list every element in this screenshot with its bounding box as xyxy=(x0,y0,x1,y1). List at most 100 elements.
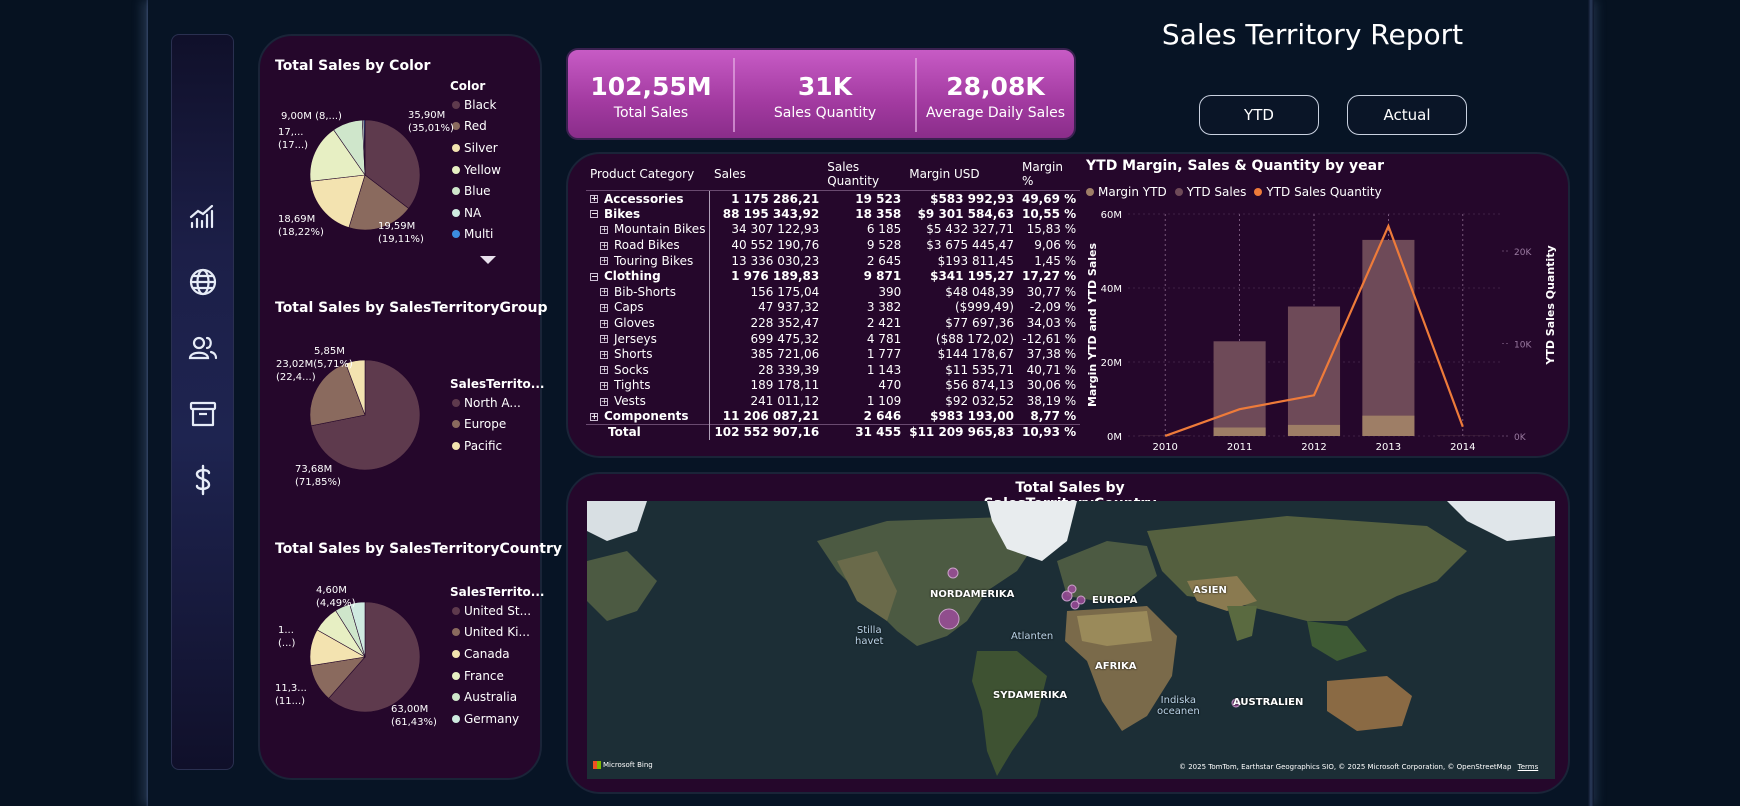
color-legend-item[interactable]: Multi xyxy=(452,224,501,246)
line-ytd-sales-quantity[interactable] xyxy=(1164,223,1464,437)
country-legend-item[interactable]: France xyxy=(452,665,531,687)
expand-icon[interactable]: + xyxy=(600,334,608,344)
matrix-row[interactable]: + Mountain Bikes 34 307 122,93 6 185 $5 432 … xyxy=(586,221,1080,238)
users-icon[interactable] xyxy=(186,331,220,365)
expand-icon[interactable]: + xyxy=(600,349,608,359)
color-legend-item[interactable]: NA xyxy=(452,202,501,224)
country-legend-item[interactable]: United Ki... xyxy=(452,622,531,644)
country-legend-item[interactable]: Canada xyxy=(452,643,531,665)
expand-icon[interactable]: + xyxy=(600,224,608,234)
dollar-icon[interactable] xyxy=(186,463,220,497)
matrix-row[interactable]: + Tights 189 178,11 470 $56 874,13 30,06 % xyxy=(586,377,1080,394)
bar-margin-ytd[interactable] xyxy=(1287,424,1341,436)
country-slice-germany[interactable] xyxy=(349,601,366,658)
combo-legend-item[interactable]: YTD Sales xyxy=(1174,185,1246,199)
expand-icon[interactable]: + xyxy=(600,240,608,250)
product-category-matrix: Product Category Sales Sales Quantity Ma… xyxy=(586,158,1081,440)
matrix-row[interactable]: + Gloves 228 352,47 2 421 $77 697,36 34,03 % xyxy=(586,315,1080,331)
expand-icon[interactable]: + xyxy=(600,287,608,297)
expand-icon[interactable]: + xyxy=(600,396,608,406)
color-slice-red[interactable] xyxy=(348,174,410,231)
country-legend-item[interactable]: Australia xyxy=(452,686,531,708)
ytd-button[interactable]: YTD xyxy=(1199,95,1319,135)
matrix-row[interactable]: − Bikes 88 195 343,92 18 358 $9 301 584,63 10… xyxy=(586,206,1080,222)
y-right-tick-label: 0K xyxy=(1514,433,1527,443)
group-pie-chart xyxy=(309,359,421,471)
matrix-row[interactable]: + Components 11 206 087,21 2 646 $983 193,00… xyxy=(586,408,1080,425)
matrix-cell-category: Total xyxy=(608,425,641,440)
color-legend-item[interactable]: Red xyxy=(452,116,501,138)
matrix-row[interactable]: + Socks 28 339,39 1 143 $11 535,71 40,71 % xyxy=(586,362,1080,378)
bar-margin-ytd[interactable] xyxy=(1213,427,1266,436)
bar-ytd-sales[interactable] xyxy=(1213,341,1266,436)
collapse-icon[interactable]: − xyxy=(590,209,598,219)
col-margin-usd[interactable]: Margin USD xyxy=(905,158,1018,191)
country-pie-chart xyxy=(309,601,421,713)
color-legend-item[interactable]: Blue xyxy=(452,180,501,202)
globe-icon[interactable] xyxy=(186,265,220,299)
map-terms-link[interactable]: Terms xyxy=(1517,763,1539,771)
legend-swatch xyxy=(452,606,460,615)
bar-ytd-sales[interactable] xyxy=(1287,306,1341,437)
country-legend-item[interactable]: United St... xyxy=(452,600,531,622)
color-slice-silver[interactable] xyxy=(310,174,366,228)
col-sales-quantity[interactable]: Sales Quantity xyxy=(823,158,906,191)
col-margin-pct[interactable]: Margin % xyxy=(1017,158,1081,191)
group-legend-item[interactable]: Europe xyxy=(452,414,521,436)
matrix-cell-quantity: 470 xyxy=(878,378,902,393)
legend-scroll-down-icon[interactable] xyxy=(480,256,496,264)
group-slice-north-america[interactable] xyxy=(310,359,421,471)
matrix-row[interactable]: + Accessories 1 175 286,21 19 523 $583 992,9… xyxy=(586,190,1080,207)
x-tick-label: 2010 xyxy=(1152,442,1177,453)
country-legend-item[interactable]: Germany xyxy=(452,708,531,730)
country-slice-united-states[interactable] xyxy=(328,601,421,713)
legend-label: Silver xyxy=(464,140,498,155)
expand-icon[interactable]: + xyxy=(600,380,608,390)
color-slice-black[interactable] xyxy=(364,119,421,209)
sales-map[interactable]: NORDAMERIKA EUROPA ASIEN AFRIKA SYDAMERI… xyxy=(587,501,1555,779)
matrix-row[interactable]: + Bib-Shorts 156 175,04 390 $48 048,39 30,77 … xyxy=(586,284,1080,300)
matrix-cell-margin: $193 811,45 xyxy=(937,253,1014,268)
color-legend-item[interactable]: Yellow xyxy=(452,159,501,181)
matrix-cell-sales: 699 475,32 xyxy=(709,330,824,347)
col-sales[interactable]: Sales xyxy=(709,158,824,191)
matrix-row[interactable]: + Road Bikes 40 552 190,76 9 528 $3 675 445,… xyxy=(586,237,1080,253)
color-slice-multi[interactable] xyxy=(363,119,366,176)
group-legend-item[interactable]: Pacific xyxy=(452,435,521,457)
archive-icon[interactable] xyxy=(186,397,220,431)
combo-legend-item[interactable]: YTD Sales Quantity xyxy=(1254,185,1382,199)
chart-icon[interactable] xyxy=(186,201,220,235)
color-legend-item[interactable]: Silver xyxy=(452,137,501,159)
map-label-pacific: Stilla havet xyxy=(855,625,884,647)
matrix-row[interactable]: + Vests 241 011,12 1 109 $92 032,52 38,19 % xyxy=(586,393,1080,409)
matrix-row[interactable]: + Jerseys 699 475,32 4 781 ($88 172,02) -12,6… xyxy=(586,330,1080,347)
group-pie-label-pacific-value: 5,85M xyxy=(314,346,345,357)
matrix-cell-category: + Caps xyxy=(600,300,644,315)
matrix-row[interactable]: + Touring Bikes 13 336 030,23 2 645 $193 811… xyxy=(586,252,1080,269)
expand-icon[interactable]: + xyxy=(600,318,608,328)
expand-icon[interactable]: + xyxy=(600,302,608,312)
matrix-row[interactable]: Total 102 552 907,16 31 455 $11 209 965,83 1… xyxy=(586,424,1081,440)
col-product-category[interactable]: Product Category xyxy=(586,158,710,191)
group-slice-pacific[interactable] xyxy=(345,359,366,416)
expand-icon[interactable]: + xyxy=(600,365,608,375)
matrix-row[interactable]: + Shorts 385 721,06 1 777 $144 178,67 37,38 % xyxy=(586,346,1080,363)
matrix-cell-quantity: 9 528 xyxy=(866,238,902,253)
color-slice-yellow[interactable] xyxy=(309,129,366,182)
bar-margin-ytd[interactable] xyxy=(1362,415,1415,436)
matrix-cell-margin: $583 992,93 xyxy=(930,191,1014,206)
collapse-icon[interactable]: − xyxy=(590,271,598,281)
combo-chart: 0M 20M 40M 60M 0K 10K 20K 2010 2011 2012 2013 2014 M… xyxy=(1086,210,1557,453)
matrix-row[interactable]: + Caps 47 937,32 3 382 ($999,49) -2,09 % xyxy=(586,299,1080,316)
expand-icon[interactable]: + xyxy=(590,411,598,421)
color-legend-item[interactable]: Black xyxy=(452,94,501,116)
expand-icon[interactable]: + xyxy=(590,194,598,204)
actual-button[interactable]: Actual xyxy=(1347,95,1467,135)
matrix-cell-sales: 156 175,04 xyxy=(709,284,824,300)
combo-legend-item[interactable]: Margin YTD xyxy=(1086,185,1167,199)
legend-swatch xyxy=(452,230,460,239)
group-legend-item[interactable]: North A... xyxy=(452,392,521,414)
expand-icon[interactable]: + xyxy=(600,256,608,266)
matrix-cell-margin-pct: 10,93 % xyxy=(1021,425,1077,440)
matrix-row[interactable]: − Clothing 1 976 189,83 9 871 $341 195,27 17,… xyxy=(586,268,1080,285)
